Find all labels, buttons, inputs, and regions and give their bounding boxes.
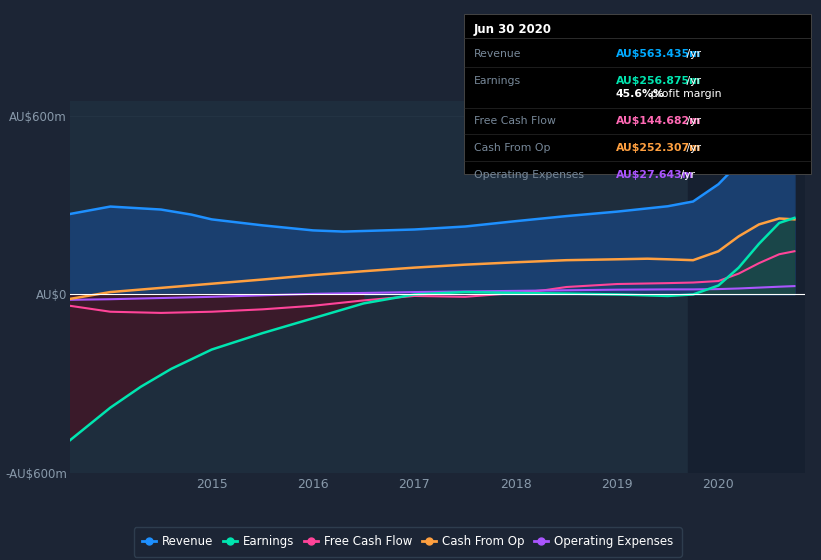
- Text: /yr: /yr: [683, 116, 701, 126]
- Legend: Revenue, Earnings, Free Cash Flow, Cash From Op, Operating Expenses: Revenue, Earnings, Free Cash Flow, Cash …: [134, 527, 681, 557]
- Text: Earnings: Earnings: [474, 76, 521, 86]
- Text: Revenue: Revenue: [474, 49, 521, 59]
- Text: 45.6%%: 45.6%%: [616, 89, 665, 99]
- Text: /yr: /yr: [683, 76, 701, 86]
- Text: AU$252.307m: AU$252.307m: [616, 143, 701, 153]
- Text: AU$256.875m: AU$256.875m: [616, 76, 701, 86]
- Text: AU$27.643m: AU$27.643m: [616, 170, 694, 180]
- Text: AU$144.682m: AU$144.682m: [616, 116, 701, 126]
- Text: /yr: /yr: [677, 170, 695, 180]
- Text: Jun 30 2020: Jun 30 2020: [474, 23, 552, 36]
- Bar: [688, 101, 805, 473]
- Text: Free Cash Flow: Free Cash Flow: [474, 116, 556, 126]
- Text: Operating Expenses: Operating Expenses: [474, 170, 584, 180]
- Text: /yr: /yr: [683, 143, 701, 153]
- Text: /yr: /yr: [683, 49, 701, 59]
- Text: Cash From Op: Cash From Op: [474, 143, 550, 153]
- Text: profit margin: profit margin: [647, 89, 722, 99]
- Text: AU$563.435m: AU$563.435m: [616, 49, 701, 59]
